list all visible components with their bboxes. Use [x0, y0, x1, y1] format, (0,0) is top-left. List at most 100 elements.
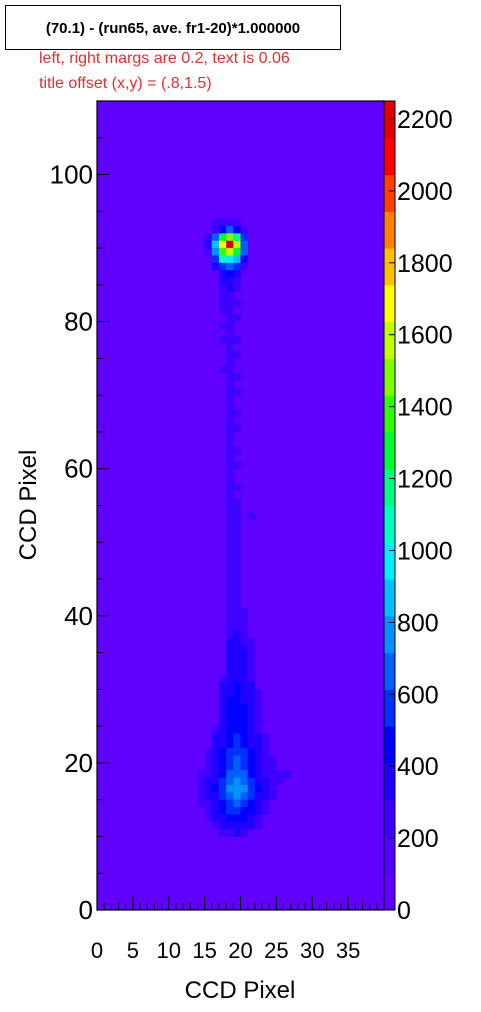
heatmap-cell	[240, 689, 248, 698]
heatmap-cell	[204, 799, 213, 808]
heatmap-cell	[218, 248, 227, 256]
heatmap-cell	[226, 520, 234, 528]
heatmap-cell	[218, 696, 227, 705]
heatmap-cell	[226, 659, 234, 668]
heatmap-cell	[233, 461, 241, 470]
heatmap-cell	[226, 262, 234, 271]
heatmap-cell	[233, 601, 241, 609]
heatmap-cell	[233, 755, 241, 764]
heatmap-cell	[218, 711, 227, 720]
heatmap-cell	[233, 255, 241, 264]
heatmap-cell	[211, 233, 220, 242]
heatmap-cell	[233, 770, 241, 778]
heatmap-cell	[226, 608, 234, 617]
heatmap-cell	[218, 255, 227, 264]
heatmap-cell	[254, 748, 263, 756]
heatmap-cell	[247, 674, 256, 683]
heatmap-cell	[211, 240, 220, 249]
heatmap-cells	[97, 101, 384, 910]
heatmap-cell	[233, 424, 241, 433]
heatmap-cell	[233, 446, 241, 455]
heatmap-cell	[233, 571, 241, 580]
heatmap-cell	[226, 615, 234, 624]
heatmap-cell	[226, 446, 234, 455]
z-tick-label: 0	[397, 897, 411, 925]
heatmap-cell	[226, 218, 234, 227]
heatmap-cell	[218, 748, 227, 756]
heatmap-cell	[276, 770, 284, 778]
y-tick-label: 100	[50, 160, 93, 190]
x-tick-label: 5	[127, 938, 139, 963]
heatmap-cell	[226, 292, 234, 300]
palette-swatch	[384, 468, 395, 506]
heatmap-cell	[240, 748, 248, 756]
heatmap-cell	[233, 233, 241, 242]
z-tick-label: 800	[397, 609, 439, 637]
palette-swatch	[384, 174, 395, 212]
heatmap-cell	[226, 490, 234, 499]
heatmap-cell	[254, 807, 263, 815]
heatmap-cell	[262, 740, 270, 749]
annotation-title-offset: title offset (x,y) = (.8,1.5)	[39, 75, 212, 92]
heatmap-cell	[218, 365, 227, 374]
heatmap-cell	[240, 711, 248, 720]
heatmap-cell	[247, 645, 256, 653]
y-tick-label: 20	[64, 748, 93, 778]
z-tick-labels: 0 200 400 600 800 1000 1200 1400 1600 1800 2000 220…	[397, 106, 453, 925]
heatmap-cell	[204, 755, 213, 764]
heatmap-cell	[218, 321, 227, 330]
palette-swatch	[384, 762, 395, 801]
heatmap-cell	[226, 248, 234, 256]
heatmap-cell	[247, 784, 256, 793]
heatmap-cell	[197, 784, 205, 793]
heatmap-cell	[233, 586, 241, 595]
palette-swatch	[384, 431, 395, 470]
heatmap-cell	[226, 417, 234, 425]
heatmap-cell	[233, 240, 241, 249]
palette-swatch	[384, 505, 395, 543]
heatmap-cell	[247, 667, 256, 675]
heatmap-cell	[211, 770, 220, 778]
heatmap-cell	[240, 608, 248, 617]
heatmap-cell	[233, 284, 241, 293]
heatmap-cell	[226, 652, 234, 661]
heatmap-cell	[218, 306, 227, 315]
palette-swatch	[384, 248, 395, 286]
heatmap-cell	[240, 777, 248, 786]
heatmap-cell	[262, 799, 270, 808]
heatmap-cell	[233, 505, 241, 514]
heatmap-cell	[226, 328, 234, 337]
heatmap-cell	[240, 718, 248, 727]
heatmap-cell	[276, 777, 284, 786]
x-tick-label: 15	[192, 938, 216, 963]
heatmap-cell	[197, 777, 205, 786]
heatmap-cell	[226, 556, 234, 565]
heatmap-cell	[204, 748, 213, 756]
heatmap-cell	[226, 807, 234, 815]
heatmap-cell	[233, 387, 241, 396]
palette-swatch	[384, 395, 395, 433]
heatmap-cell	[226, 726, 234, 734]
heatmap-cell	[226, 601, 234, 609]
heatmap-cell	[233, 637, 241, 646]
heatmap-cell	[226, 454, 234, 462]
heatmap-cell	[211, 814, 220, 823]
heatmap-cell	[233, 483, 241, 492]
heatmap-cell	[233, 748, 241, 756]
heatmap-cell	[254, 726, 263, 734]
heatmap-cell	[211, 792, 220, 800]
heatmap-cell	[254, 762, 263, 771]
heatmap-cell	[233, 579, 241, 587]
heatmap-cell	[254, 689, 263, 698]
heatmap-cell	[226, 270, 234, 278]
heatmap-cell	[226, 351, 234, 359]
heatmap-cell	[262, 733, 270, 742]
heatmap-cell	[240, 615, 248, 624]
heatmap-cell	[218, 218, 227, 227]
heatmap-cell	[247, 726, 256, 734]
heatmap-cell	[233, 733, 241, 742]
heatmap-cell	[211, 762, 220, 771]
heatmap-cell	[211, 777, 220, 786]
x-tick-label: 35	[336, 938, 360, 963]
heatmap-cell	[226, 512, 234, 521]
